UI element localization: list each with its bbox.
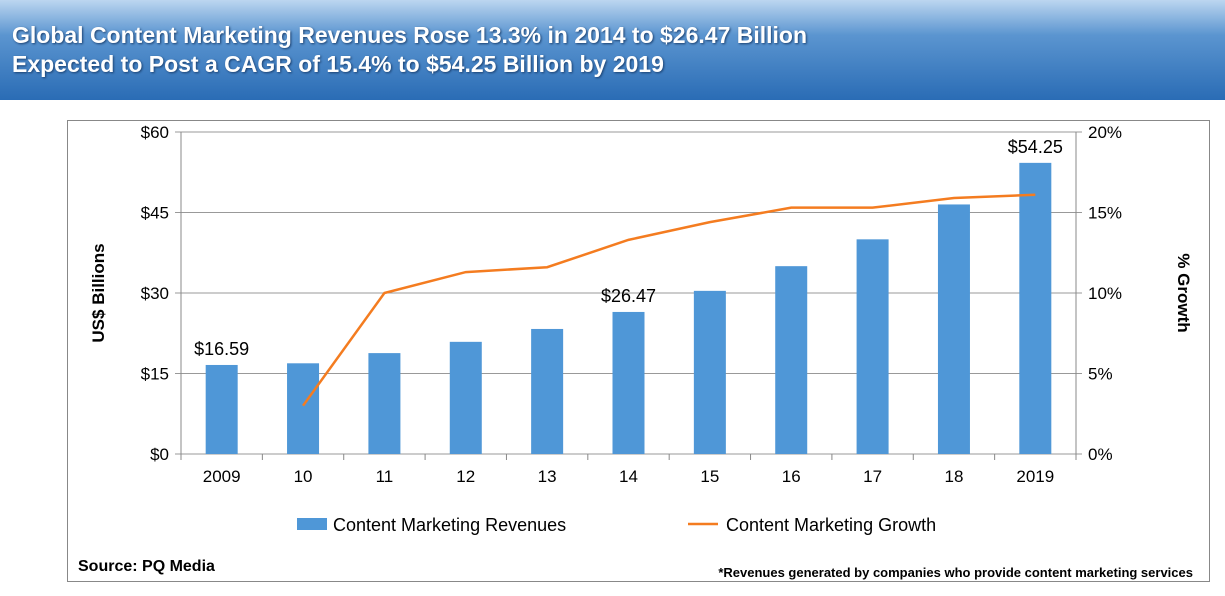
x-tick-label: 14 — [619, 467, 638, 486]
bar — [205, 364, 238, 454]
y-tick-label: $60 — [141, 123, 169, 142]
bar — [1019, 162, 1052, 454]
y2-tick-label: 10% — [1088, 284, 1122, 303]
bar — [856, 239, 889, 454]
x-tick-label: 18 — [944, 467, 963, 486]
y2-tick-label: 0% — [1088, 445, 1113, 464]
data-label: $54.25 — [1008, 137, 1063, 157]
bar — [775, 266, 808, 454]
data-label: $16.59 — [194, 339, 249, 359]
y-tick-label: $0 — [150, 445, 169, 464]
x-tick-label: 16 — [782, 467, 801, 486]
footnote: *Revenues generated by companies who pro… — [718, 565, 1193, 580]
bar — [937, 204, 970, 454]
x-tick-label: 17 — [863, 467, 882, 486]
y-tick-label: $45 — [141, 204, 169, 223]
source-text: Source: PQ Media — [78, 558, 215, 575]
title-banner: Global Content Marketing Revenues Rose 1… — [0, 0, 1225, 100]
x-tick-label: 2019 — [1016, 467, 1054, 486]
y-tick-label: $15 — [141, 365, 169, 384]
bar — [693, 290, 726, 454]
y2-tick-label: 5% — [1088, 365, 1113, 384]
bar — [368, 353, 401, 454]
y2-axis-title: % Growth — [1174, 253, 1193, 332]
title-line-1: Global Content Marketing Revenues Rose 1… — [12, 22, 808, 48]
x-tick-label: 12 — [456, 467, 475, 486]
x-tick-label: 11 — [376, 467, 394, 486]
x-tick-label: 10 — [294, 467, 313, 486]
x-tick-label: 15 — [700, 467, 719, 486]
data-label: $26.47 — [601, 286, 656, 306]
legend-label-growth: Content Marketing Growth — [726, 515, 936, 535]
legend-label-revenues: Content Marketing Revenues — [333, 515, 566, 535]
bar — [287, 363, 320, 454]
growth-line — [302, 193, 1036, 407]
chart-frame — [67, 120, 1210, 582]
bar — [449, 341, 482, 454]
bar — [612, 311, 645, 454]
y-axis-title: US$ Billions — [89, 243, 108, 342]
x-tick-label: 13 — [538, 467, 557, 486]
y-tick-label: $30 — [141, 284, 169, 303]
bar — [531, 328, 564, 454]
legend-swatch-revenues — [297, 518, 327, 530]
y2-tick-label: 15% — [1088, 204, 1122, 223]
y2-tick-label: 20% — [1088, 123, 1122, 142]
title-line-2: Expected to Post a CAGR of 15.4% to $54.… — [12, 51, 664, 77]
x-tick-label: 2009 — [203, 467, 241, 486]
